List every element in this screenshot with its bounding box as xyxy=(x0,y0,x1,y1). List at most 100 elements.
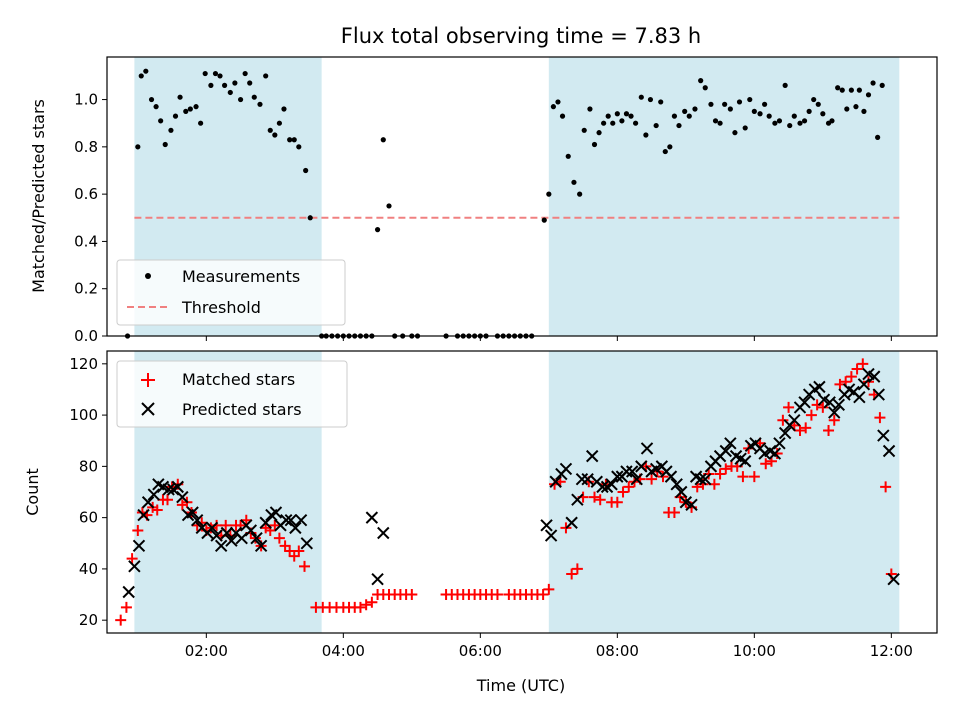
data-point xyxy=(148,96,155,103)
legend-label-predicted: Predicted stars xyxy=(182,400,302,419)
data-point xyxy=(143,68,149,74)
data-point xyxy=(571,179,577,185)
matched-star-marker xyxy=(115,614,127,626)
predicted-star-marker xyxy=(788,414,801,427)
legend-label-matched: Matched stars xyxy=(182,370,295,389)
predicted-star-marker xyxy=(565,516,578,529)
data-point xyxy=(177,94,183,100)
data-point xyxy=(671,113,678,119)
upper-y-axis-label: Matched/Predicted stars xyxy=(29,99,48,293)
matched-star-marker xyxy=(874,412,886,424)
data-point xyxy=(791,113,797,119)
x-tick-label: 02:00 xyxy=(185,642,228,660)
predicted-star-marker xyxy=(162,483,175,496)
series-predicted-stars xyxy=(122,367,900,599)
predicted-star-marker xyxy=(605,478,618,491)
predicted-star-marker xyxy=(300,537,314,550)
matched-star-marker xyxy=(777,414,789,426)
y-tick-label: 80 xyxy=(79,457,98,475)
data-point xyxy=(815,101,821,107)
matched-star-marker xyxy=(800,422,812,434)
data-point xyxy=(187,106,193,112)
data-point xyxy=(172,113,179,119)
predicted-star-marker xyxy=(122,585,135,599)
predicted-star-marker xyxy=(289,521,302,535)
y-tick-label: 100 xyxy=(69,406,98,424)
predicted-star-marker xyxy=(611,470,624,483)
predicted-star-marker xyxy=(214,539,228,553)
matched-star-marker xyxy=(748,471,760,483)
y-tick-label: 0.4 xyxy=(74,232,98,250)
data-point xyxy=(291,137,297,143)
matched-star-marker xyxy=(845,371,857,383)
predicted-star-marker xyxy=(798,396,811,409)
data-point xyxy=(727,106,733,112)
predicted-star-marker xyxy=(724,437,737,450)
data-point xyxy=(787,122,793,129)
data-point xyxy=(541,217,547,223)
x-axis-label: Time (UTC) xyxy=(476,676,565,695)
matched-star-marker xyxy=(646,473,658,485)
predicted-star-marker xyxy=(377,526,390,540)
predicted-star-marker xyxy=(640,442,654,455)
data-point xyxy=(247,80,253,86)
predicted-star-marker xyxy=(882,444,896,458)
data-point xyxy=(751,108,757,114)
y-tick-label: 60 xyxy=(79,509,98,527)
predicted-star-marker xyxy=(596,480,609,494)
data-point xyxy=(682,108,688,114)
predicted-star-marker xyxy=(294,513,308,527)
lower-x-ticks: 02:00 04:00 06:00 08:00 10:00 12:00 xyxy=(185,633,913,660)
data-point xyxy=(865,92,872,98)
data-point xyxy=(267,127,273,133)
data-point xyxy=(856,87,862,93)
data-point xyxy=(647,96,654,103)
predicted-star-marker xyxy=(269,506,283,519)
measurement-points xyxy=(124,68,885,339)
data-point xyxy=(698,78,704,84)
matched-star-marker xyxy=(543,583,555,595)
data-point xyxy=(766,113,772,119)
data-point xyxy=(782,82,788,88)
predicted-star-marker xyxy=(549,475,562,488)
data-point xyxy=(879,82,885,88)
matched-star-marker xyxy=(657,471,669,483)
data-point xyxy=(380,137,386,143)
predicted-star-marker xyxy=(559,462,573,476)
data-point xyxy=(257,101,263,107)
data-point xyxy=(653,122,659,129)
predicted-star-marker xyxy=(128,560,141,573)
y-tick-label: 0.8 xyxy=(74,138,98,156)
matched-star-marker xyxy=(714,468,726,480)
data-point xyxy=(153,104,159,110)
predicted-star-marker xyxy=(719,444,732,458)
legend-marker-predicted xyxy=(141,402,155,416)
data-point xyxy=(232,80,238,86)
predicted-star-marker xyxy=(575,472,589,486)
x-tick-label: 12:00 xyxy=(870,642,913,660)
matched-star-marker xyxy=(588,491,600,503)
upper-panel-ratio: 0.0 0.2 0.4 0.6 0.8 1.0 Matched/Predicted sta… xyxy=(29,56,938,345)
matched-star-marker xyxy=(611,496,623,508)
legend-marker-matched xyxy=(141,373,155,387)
data-point xyxy=(619,118,625,124)
predicted-star-marker xyxy=(254,539,268,553)
legend-marker-measurements xyxy=(145,273,151,279)
data-point xyxy=(158,118,164,124)
matched-star-marker xyxy=(828,414,840,426)
predicted-star-marker xyxy=(365,511,379,524)
predicted-star-marker xyxy=(244,524,258,537)
data-point xyxy=(546,191,552,197)
matched-star-marker xyxy=(571,563,583,575)
predicted-star-marker xyxy=(828,406,841,419)
upper-legend: Measurements Threshold xyxy=(116,259,346,326)
data-point xyxy=(623,111,630,117)
data-point xyxy=(555,99,561,105)
predicted-star-marker xyxy=(823,396,836,409)
data-point xyxy=(559,113,566,119)
data-point xyxy=(875,134,881,140)
data-point xyxy=(732,130,738,136)
data-point xyxy=(811,96,817,103)
matched-star-marker xyxy=(126,553,138,565)
data-point xyxy=(281,106,287,112)
